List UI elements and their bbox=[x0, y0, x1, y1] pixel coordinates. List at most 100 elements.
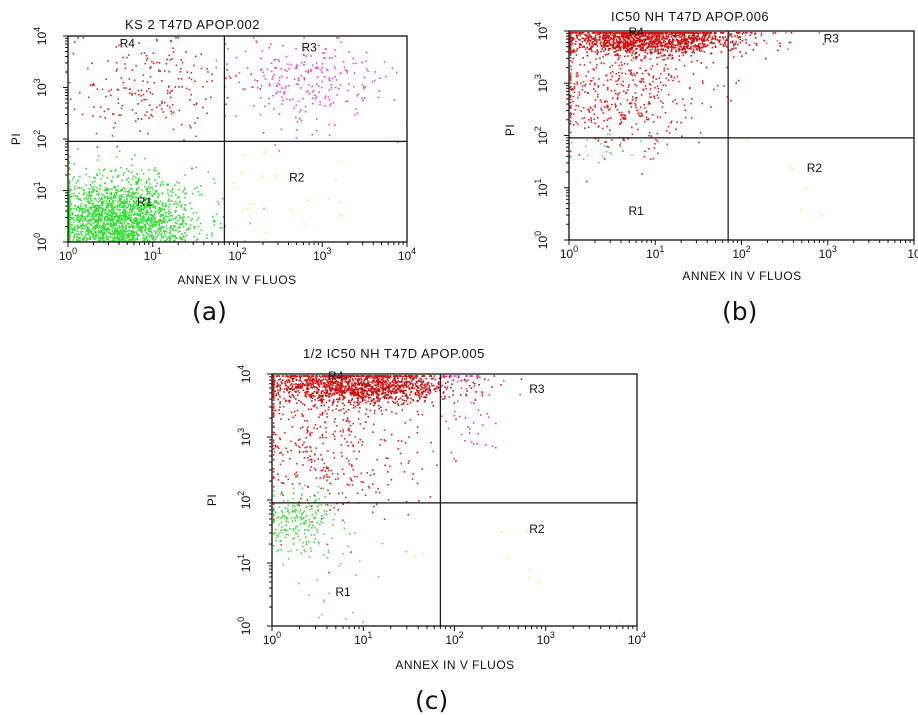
data-point-r1 bbox=[81, 211, 84, 214]
data-point-r1 bbox=[124, 215, 127, 218]
data-point-r3 bbox=[278, 150, 281, 152]
data-point-r1 bbox=[146, 213, 148, 216]
data-point-r3 bbox=[280, 128, 283, 131]
data-point-r1 bbox=[185, 234, 188, 236]
data-point-r1 bbox=[91, 218, 93, 221]
data-point-r4 bbox=[718, 40, 720, 42]
data-point-r1 bbox=[136, 219, 138, 221]
data-point-r3 bbox=[303, 54, 305, 57]
data-point-r1 bbox=[109, 213, 111, 216]
data-point-r1 bbox=[150, 230, 152, 233]
data-point-r1 bbox=[76, 217, 78, 219]
data-point-r4 bbox=[610, 117, 612, 119]
data-point-r1 bbox=[140, 226, 142, 228]
data-point-r1 bbox=[118, 220, 120, 222]
data-point-r4 bbox=[683, 32, 685, 34]
data-point-r4 bbox=[622, 38, 625, 40]
data-point-r1 bbox=[138, 201, 141, 204]
data-point-r3 bbox=[336, 94, 338, 96]
data-point-r4 bbox=[624, 39, 626, 42]
data-point-r1 bbox=[114, 230, 117, 233]
data-point-r4 bbox=[169, 96, 172, 99]
data-point-r4 bbox=[146, 81, 149, 83]
data-point-r1 bbox=[122, 210, 125, 213]
data-point-r1 bbox=[75, 182, 78, 184]
data-point-r1 bbox=[113, 235, 116, 237]
data-point-r4 bbox=[675, 49, 678, 51]
data-point-r1 bbox=[161, 181, 164, 183]
data-point-r1 bbox=[127, 170, 130, 172]
data-point-r1 bbox=[116, 220, 119, 223]
data-point-r4 bbox=[599, 57, 601, 59]
data-point-r1 bbox=[174, 200, 177, 203]
data-point-r3 bbox=[352, 62, 355, 65]
data-point-r1 bbox=[131, 192, 133, 194]
data-point-r1 bbox=[185, 228, 188, 231]
data-point-r1 bbox=[201, 193, 203, 196]
data-point-r4 bbox=[645, 118, 648, 121]
data-point-r1 bbox=[116, 227, 119, 230]
data-point-r1 bbox=[132, 236, 135, 239]
data-point-r4 bbox=[628, 111, 631, 114]
data-point-r4 bbox=[569, 54, 572, 56]
data-point-r1 bbox=[249, 222, 252, 225]
data-point-r4 bbox=[625, 47, 628, 50]
region-label-r4: R4 bbox=[120, 36, 136, 50]
data-point-r1 bbox=[152, 221, 154, 224]
data-point-r4 bbox=[572, 51, 575, 53]
data-point-r3 bbox=[252, 86, 254, 88]
data-point-r4 bbox=[151, 60, 153, 63]
data-point-r1 bbox=[89, 236, 91, 239]
data-point-r4 bbox=[622, 114, 624, 116]
data-point-r4 bbox=[638, 45, 641, 48]
data-point-r1 bbox=[87, 227, 90, 230]
data-point-r4 bbox=[661, 48, 663, 50]
data-point-r4 bbox=[160, 80, 163, 82]
data-point-r3 bbox=[304, 105, 307, 108]
data-point-r2 bbox=[233, 186, 236, 189]
data-point-r1 bbox=[161, 233, 163, 236]
data-point-r1 bbox=[131, 193, 133, 195]
data-point-r1 bbox=[154, 217, 157, 220]
data-point-r3 bbox=[295, 64, 298, 67]
data-points bbox=[68, 37, 407, 242]
data-point-r4 bbox=[626, 50, 629, 52]
data-point-r3 bbox=[318, 91, 320, 94]
data-point-r1 bbox=[122, 174, 124, 176]
data-point-r1 bbox=[88, 229, 90, 231]
data-point-r1 bbox=[83, 192, 86, 194]
data-point-r4 bbox=[701, 42, 704, 44]
data-point-r1 bbox=[121, 228, 123, 231]
data-point-r4 bbox=[651, 41, 654, 44]
data-point-r1 bbox=[111, 208, 113, 210]
data-point-r1 bbox=[73, 176, 75, 178]
data-point-r1 bbox=[195, 239, 198, 242]
data-point-r3 bbox=[362, 86, 365, 88]
data-point-r1 bbox=[95, 231, 98, 233]
data-point-r4 bbox=[642, 33, 645, 35]
data-point-r4 bbox=[658, 41, 660, 44]
data-point-r1 bbox=[113, 225, 115, 227]
data-point-r1 bbox=[70, 203, 73, 206]
data-point-r1 bbox=[162, 220, 165, 222]
data-point-r4 bbox=[644, 56, 647, 59]
data-point-r1 bbox=[139, 210, 141, 212]
data-point-r1 bbox=[107, 223, 109, 226]
data-point-r4 bbox=[624, 36, 627, 38]
data-point-r4 bbox=[159, 70, 162, 72]
data-point-r1 bbox=[134, 206, 136, 208]
data-point-r4 bbox=[639, 47, 642, 50]
data-point-r1 bbox=[263, 207, 265, 210]
data-point-r1 bbox=[68, 190, 71, 192]
data-point-r4 bbox=[681, 98, 684, 100]
data-point-r1 bbox=[128, 211, 131, 214]
data-point-r1 bbox=[149, 227, 151, 230]
data-point-r1 bbox=[158, 224, 160, 227]
data-point-r3 bbox=[278, 60, 281, 63]
data-point-r4 bbox=[594, 32, 596, 34]
data-point-r1 bbox=[144, 198, 147, 201]
data-point-r1 bbox=[153, 224, 156, 226]
data-point-r1 bbox=[110, 240, 112, 242]
data-point-r1 bbox=[116, 206, 119, 209]
data-point-r1 bbox=[124, 188, 126, 190]
